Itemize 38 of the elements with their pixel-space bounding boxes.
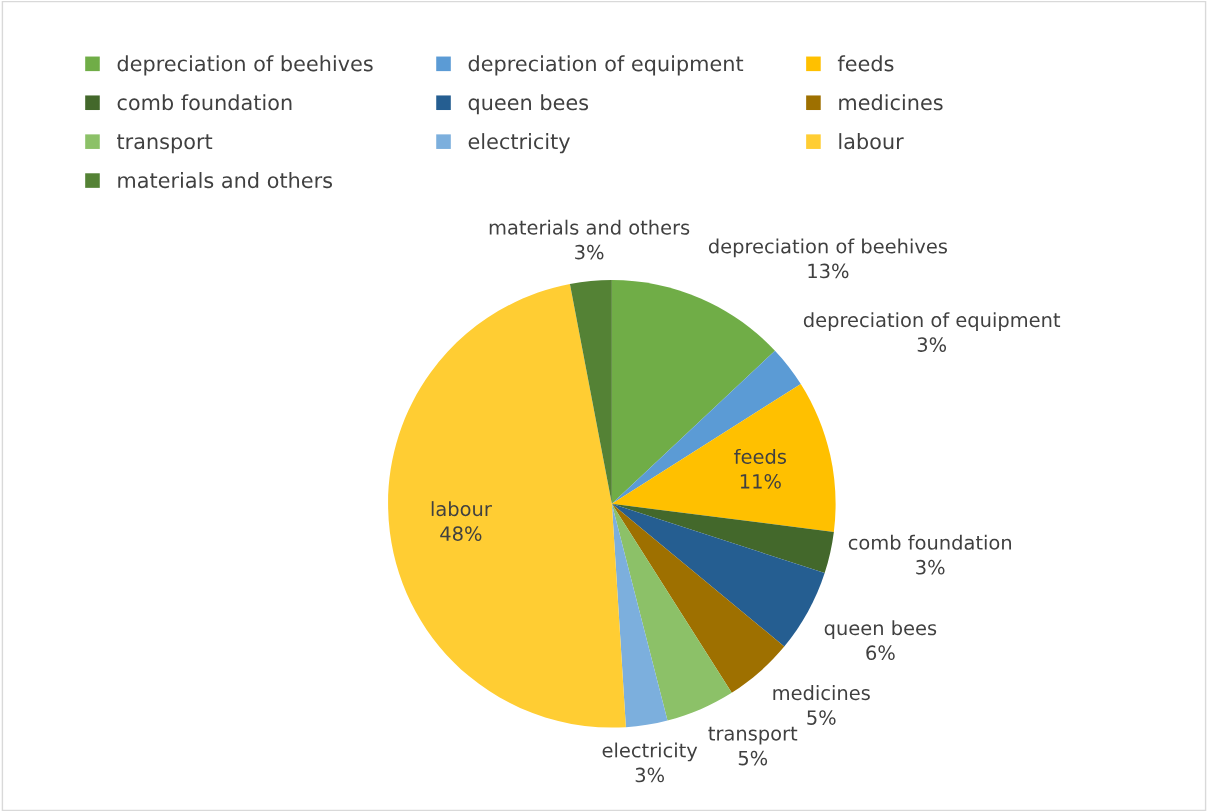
data-label: 5% xyxy=(807,710,836,725)
data-label: 3% xyxy=(917,337,947,352)
data-label: 13% xyxy=(808,263,849,279)
data-label: 5% xyxy=(738,750,768,766)
data-label: 3% xyxy=(635,767,665,783)
pie-slice xyxy=(569,280,612,504)
slice-label: comb foundation xyxy=(848,534,1011,550)
slice-label: medicines xyxy=(773,685,870,701)
slice-label: labour xyxy=(431,501,492,517)
slice-label: transport xyxy=(708,726,798,745)
legend-label: comb foundation xyxy=(117,94,292,111)
legend-label: feeds xyxy=(837,55,894,72)
data-label: 3% xyxy=(916,559,945,575)
data-label: 3% xyxy=(575,244,604,260)
legend-label: labour xyxy=(839,133,904,150)
pie-slice xyxy=(611,503,668,728)
slice-label: materials and others xyxy=(489,219,690,235)
pie-slice xyxy=(611,503,825,647)
pie-slice xyxy=(388,284,626,728)
slice-label: depreciation of beehives xyxy=(708,238,947,258)
slice-label: depreciation of equipment xyxy=(803,312,1061,331)
legend-label: transport xyxy=(117,134,213,154)
pie-slice xyxy=(611,350,801,504)
legend-label: materials and others xyxy=(118,172,333,189)
data-label: 48% xyxy=(440,526,482,541)
slice-label: queen bees xyxy=(824,620,937,640)
data-label: 6% xyxy=(866,645,895,661)
data-label: 11% xyxy=(740,473,781,489)
slice-label: feeds xyxy=(734,448,787,464)
slice-label: electricity xyxy=(602,742,698,762)
legend-label: queen bees xyxy=(468,94,589,115)
legend-label: medicines xyxy=(839,94,943,111)
legend-label: electricity xyxy=(468,133,570,154)
pie-slice xyxy=(611,503,732,721)
legend-label: depreciation of equipment xyxy=(468,55,744,76)
legend-label: depreciation of beehives xyxy=(117,55,373,76)
pie-slice xyxy=(611,503,834,573)
pie-slice xyxy=(611,383,836,532)
